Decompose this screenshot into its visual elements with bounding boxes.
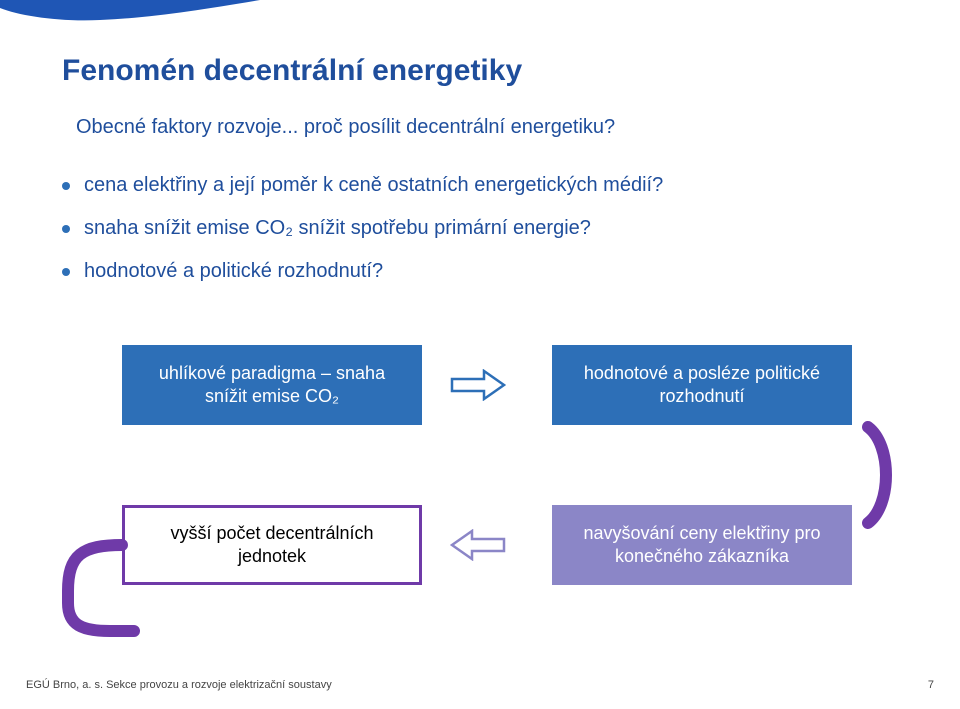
bullet-item: snaha snížit emise CO₂ snížit spotřebu p…	[62, 215, 882, 242]
page-subtitle: Obecné faktory rozvoje... proč posílit d…	[76, 116, 615, 139]
bullet-item: hodnotové a politické rozhodnutí?	[62, 258, 882, 285]
bullet-list: cena elektřiny a její poměr k ceně ostat…	[62, 156, 882, 285]
flow-diagram: uhlíkové paradigma – snaha snížit emise …	[62, 345, 898, 645]
box-label: hodnotové a posléze politické rozhodnutí	[568, 362, 836, 409]
bullet-dot-icon	[62, 225, 70, 233]
box-more-decentral-units: vyšší počet decentrálních jednotek	[122, 505, 422, 585]
box-label: uhlíkové paradigma – snaha snížit emise …	[138, 362, 406, 409]
page-number: 7	[928, 679, 934, 691]
slide: Fenomén decentrální energetiky Obecné fa…	[0, 0, 960, 709]
box-value-decision: hodnotové a posléze politické rozhodnutí	[552, 345, 852, 425]
box-price-increase: navyšování ceny elektřiny pro konečného …	[552, 505, 852, 585]
bullet-text: snaha snížit emise CO₂ snížit spotřebu p…	[84, 215, 591, 242]
bullet-dot-icon	[62, 268, 70, 276]
arrow-right-icon	[450, 369, 506, 401]
bullet-text: cena elektřiny a její poměr k ceně ostat…	[84, 172, 663, 199]
corner-swoosh	[0, 0, 260, 40]
box-label: navyšování ceny elektřiny pro konečného …	[568, 522, 836, 569]
arrow-left-icon	[450, 529, 506, 561]
bullet-text: hodnotové a politické rozhodnutí?	[84, 258, 383, 285]
bullet-dot-icon	[62, 182, 70, 190]
box-carbon-paradigm: uhlíkové paradigma – snaha snížit emise …	[122, 345, 422, 425]
bullet-item: cena elektřiny a její poměr k ceně ostat…	[62, 172, 882, 199]
page-title: Fenomén decentrální energetiky	[62, 54, 522, 88]
footer-text: EGÚ Brno, a. s. Sekce provozu a rozvoje …	[26, 679, 332, 691]
box-label: vyšší počet decentrálních jednotek	[141, 522, 403, 569]
